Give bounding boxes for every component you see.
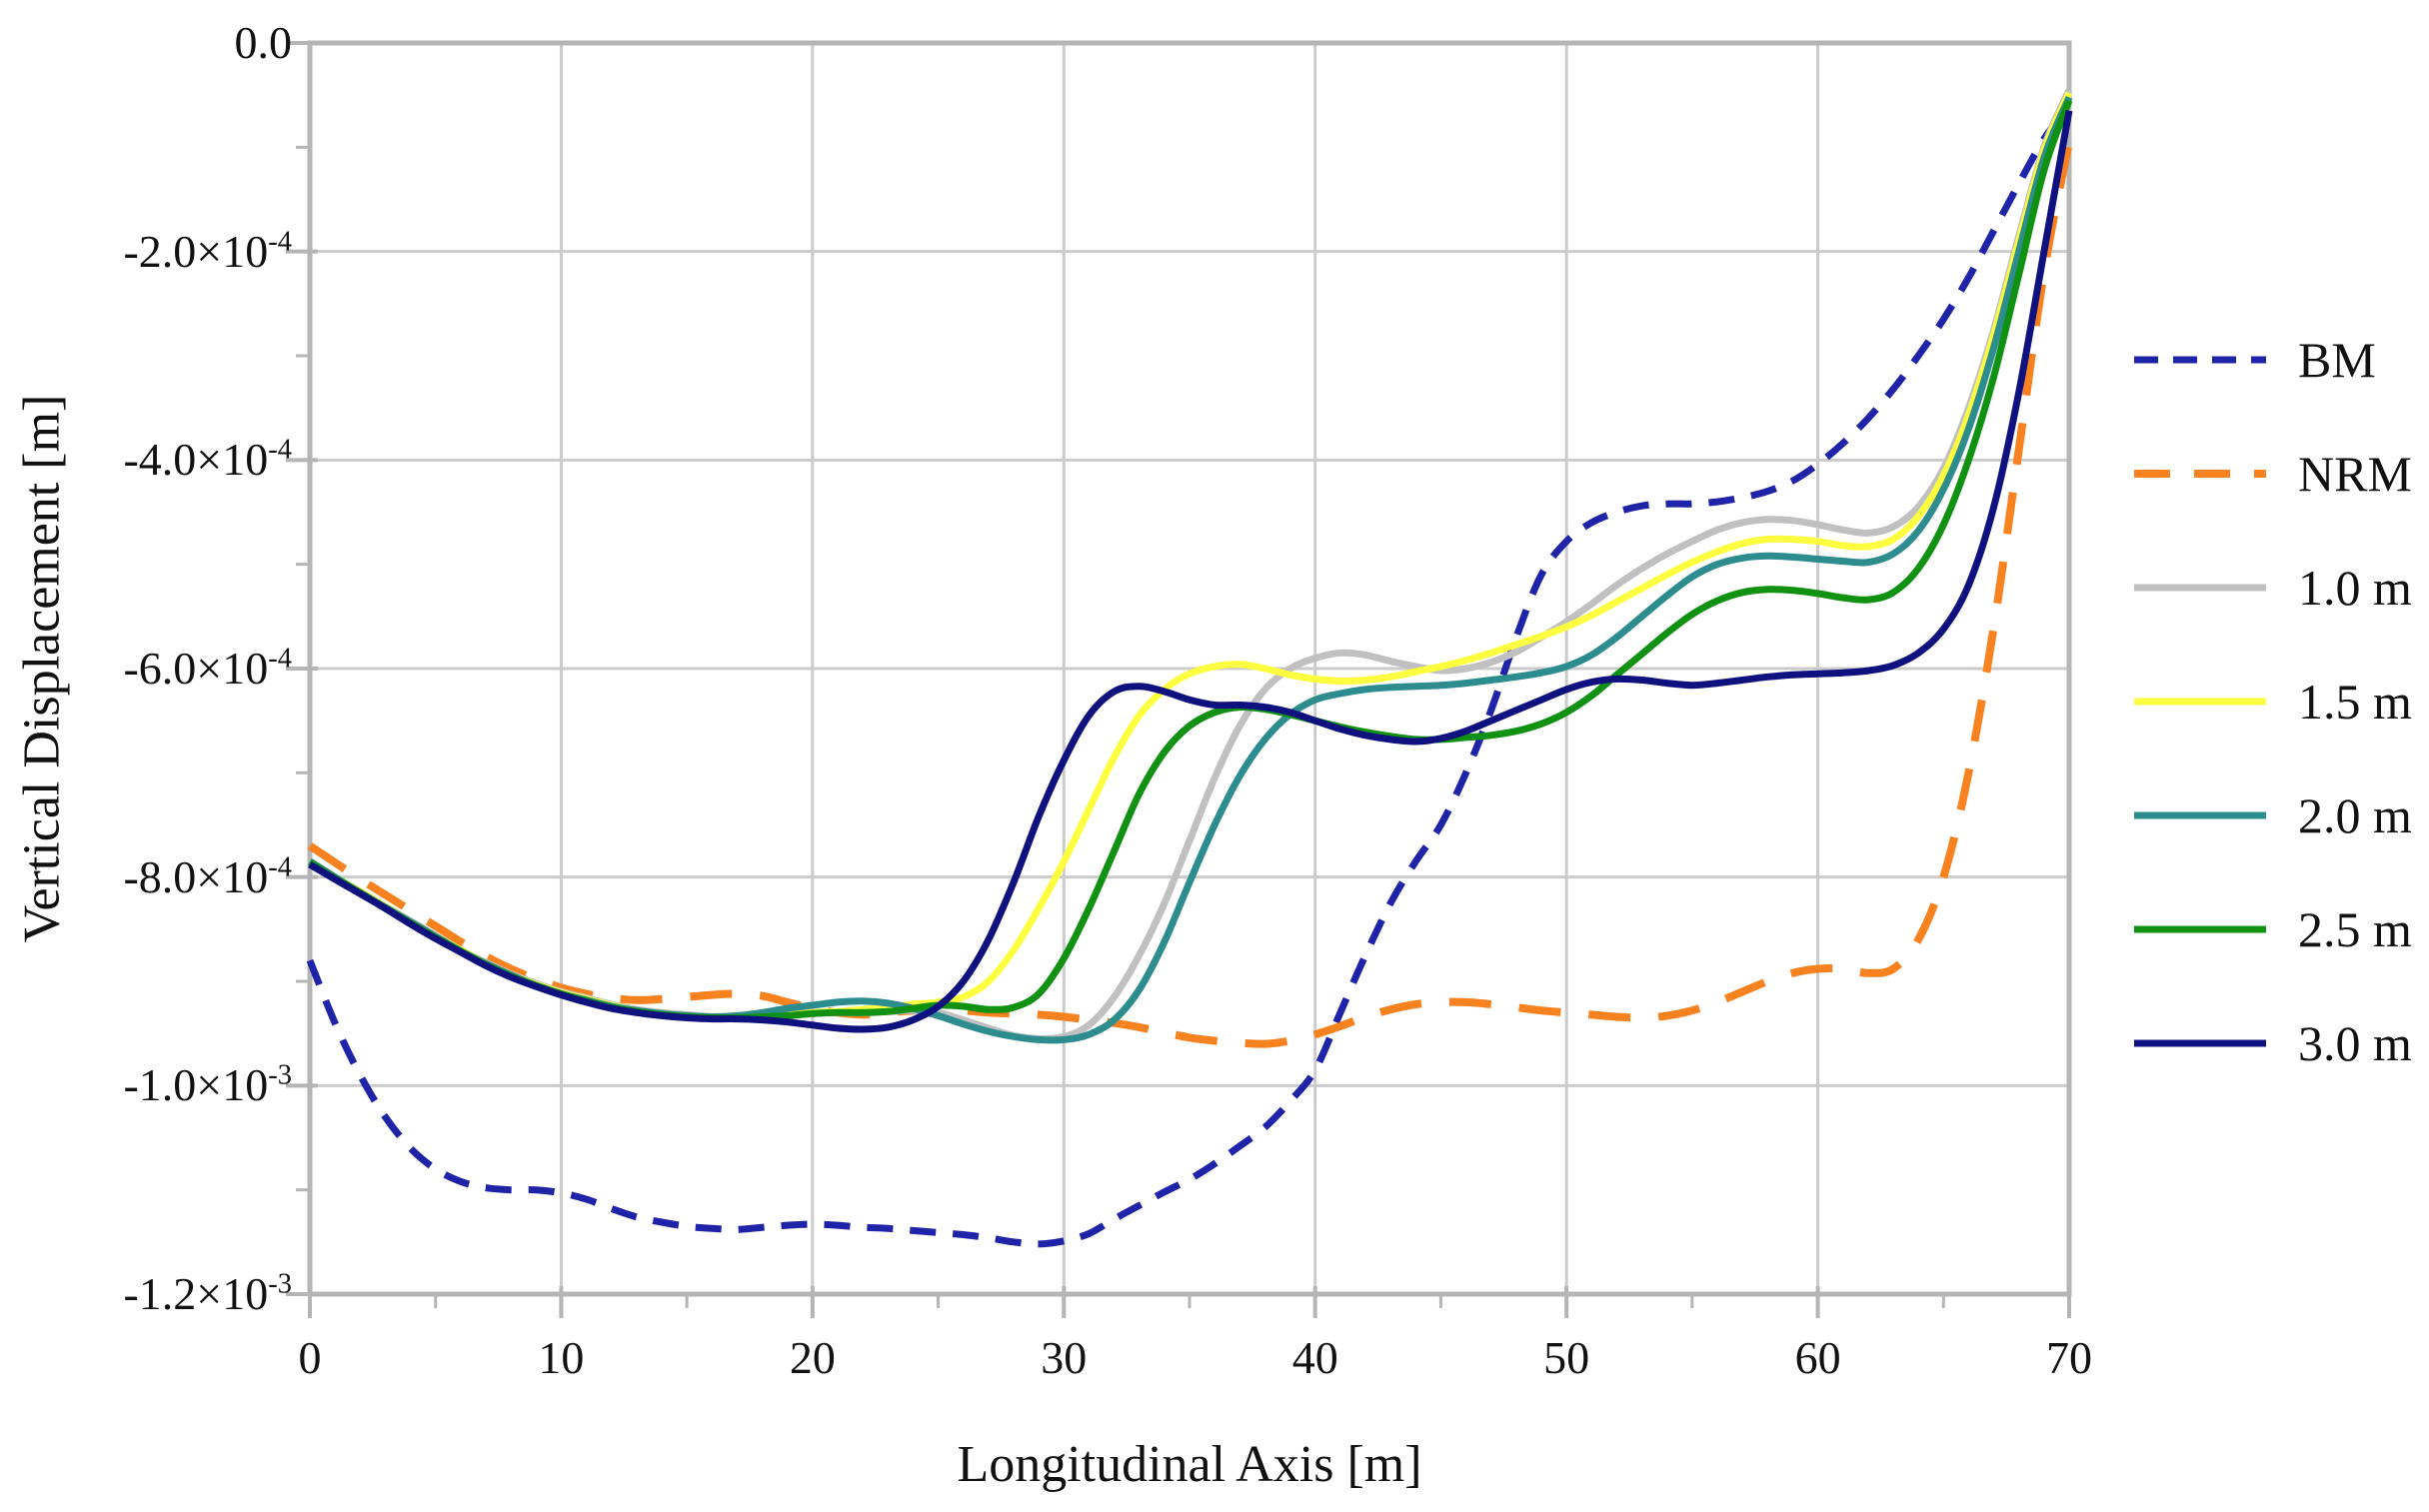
x-axis-title: Longitudinal Axis [m]	[957, 1436, 1422, 1493]
legend-line-sample	[2134, 811, 2266, 819]
x-tick-label: 0	[298, 1332, 322, 1383]
legend-item-nrm: NRM	[2132, 446, 2412, 502]
x-tick-label: 10	[538, 1332, 585, 1383]
x-tick-label: 50	[1543, 1332, 1590, 1383]
legend-label: 1.0 m	[2298, 560, 2412, 616]
y-tick-label: -1.2×10-3	[123, 1268, 292, 1319]
series-line-3-0-m	[308, 110, 2073, 1033]
y-tick-label: -2.0×10-4	[123, 225, 292, 277]
legend-item-3-0-m: 3.0 m	[2132, 1015, 2412, 1071]
x-tick-label: 40	[1291, 1332, 1338, 1383]
legend-label: 3.0 m	[2298, 1015, 2412, 1071]
y-tick-label: 0.0	[234, 17, 293, 68]
legend-label: NRM	[2298, 446, 2412, 502]
x-tick-label: 30	[1041, 1332, 1088, 1383]
tick-marks	[286, 41, 2071, 1318]
legend-item-2-0-m: 2.0 m	[2132, 787, 2412, 843]
legend-line-sample	[2134, 698, 2266, 706]
x-tick-label: 60	[1794, 1332, 1841, 1383]
legend-label: 2.5 m	[2298, 901, 2412, 957]
series-line-bm	[306, 103, 2072, 1248]
legend-label: BM	[2298, 332, 2376, 388]
gridlines	[310, 43, 2069, 1294]
legend-item-1-0-m: 1.0 m	[2132, 560, 2412, 616]
legend-item-bm: BM	[2132, 332, 2376, 388]
legend-label: 1.5 m	[2298, 674, 2412, 730]
legend-line-sample	[2134, 584, 2266, 592]
series-line-2-0-m	[308, 95, 2073, 1044]
series-line-nrm	[307, 141, 2073, 1048]
x-tick-label: 20	[789, 1332, 836, 1383]
y-tick-label: -6.0×10-4	[123, 643, 292, 694]
series-group	[306, 88, 2073, 1248]
legend-item-1-5-m: 1.5 m	[2132, 674, 2412, 730]
legend-line-sample	[2134, 1039, 2266, 1047]
legend-line-sample	[2134, 470, 2266, 478]
legend-label: 2.0 m	[2298, 787, 2412, 843]
legend-item-2-5-m: 2.5 m	[2132, 901, 2412, 957]
series-line-1-0-m	[308, 88, 2073, 1042]
legend-line-sample	[2134, 925, 2266, 933]
x-tick-label: 70	[2046, 1332, 2092, 1383]
y-tick-label: -4.0×10-4	[123, 434, 292, 486]
y-tick-label: -8.0×10-4	[123, 850, 292, 902]
legend-line-sample	[2134, 356, 2266, 364]
y-tick-label: -1.0×10-3	[123, 1059, 292, 1111]
